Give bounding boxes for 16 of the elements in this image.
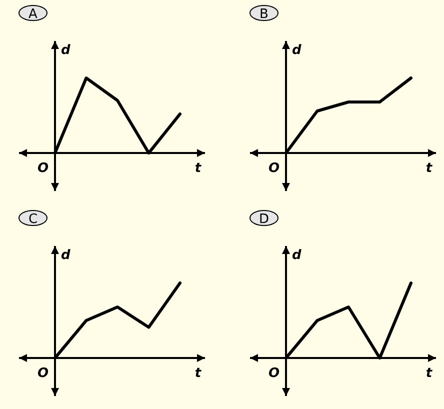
- y-axis-title: d: [292, 248, 302, 263]
- text: O: [37, 366, 49, 381]
- chart-title: D: [258, 212, 270, 227]
- text: O: [268, 161, 280, 176]
- y-axis-title: d: [61, 248, 71, 263]
- text: O: [37, 161, 49, 176]
- text: O: [268, 366, 280, 381]
- x-axis-title: t: [426, 366, 433, 381]
- chart-title: C: [28, 212, 38, 227]
- chart-title: A: [28, 7, 38, 22]
- y-axis-title: d: [292, 43, 302, 58]
- x-axis-title: t: [426, 161, 433, 176]
- x-axis-title: t: [194, 366, 202, 381]
- x-axis-title: t: [194, 161, 202, 176]
- y-axis-title: d: [61, 43, 71, 58]
- chart-title: B: [260, 7, 268, 22]
